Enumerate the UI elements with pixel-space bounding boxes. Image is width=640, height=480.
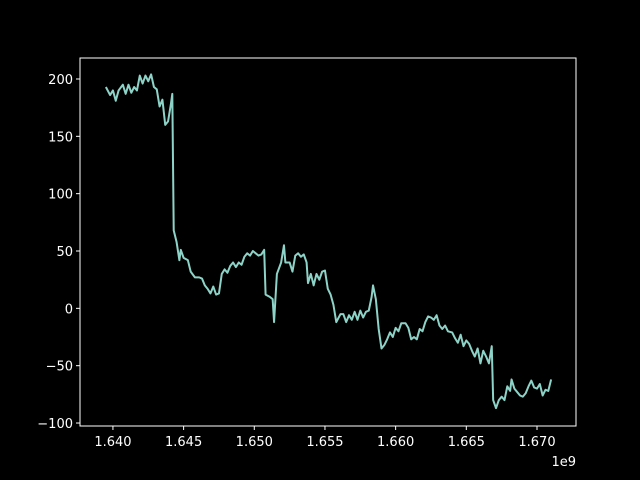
y-tick-label: 200 [48, 73, 73, 88]
data-line [104, 73, 553, 410]
y-tick-label: 100 [48, 188, 73, 203]
y-tick-label: 150 [48, 130, 73, 145]
y-tick-label: −50 [46, 360, 73, 375]
x-tick-label: 1.655 [306, 435, 343, 450]
x-tick-label: 1.665 [448, 435, 485, 450]
y-tick-label: 0 [65, 302, 73, 317]
x-tick-label: 1.660 [377, 435, 414, 450]
axes-frame [79, 57, 577, 427]
x-tick-label: 1.650 [236, 435, 273, 450]
x-tick-label: 1.640 [94, 435, 131, 450]
y-tick-label: 50 [56, 245, 73, 260]
x-tick-label: 1.670 [518, 435, 555, 450]
x-offset-label: 1e9 [551, 455, 576, 470]
x-tick-label: 1.645 [165, 435, 202, 450]
y-tick-label: −100 [37, 417, 73, 432]
